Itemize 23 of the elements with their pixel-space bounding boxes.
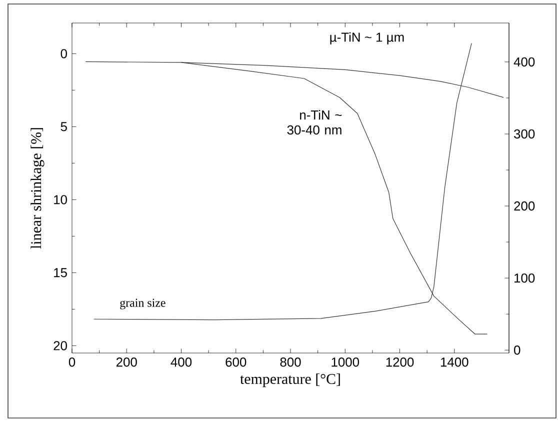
x-tick-label: 0 <box>68 358 76 367</box>
x-tick-label: 1200 <box>386 358 414 367</box>
x-axis-title: temperature [°C] <box>240 374 340 388</box>
x-tick-label: 1000 <box>332 358 360 367</box>
y2-tick-label: 200 <box>514 201 535 211</box>
x-tick-label: 1400 <box>440 358 468 367</box>
y-tick-label: 5 <box>60 122 67 132</box>
y2-tick-label: 400 <box>514 57 535 66</box>
x-tick-label: 400 <box>170 358 192 367</box>
series-label: grain size <box>120 298 166 310</box>
y-tick-label: 15 <box>54 268 67 278</box>
x-tick-label: 800 <box>280 358 301 367</box>
x-tick-label: 600 <box>226 358 246 367</box>
y-tick-label: 10 <box>54 195 67 204</box>
y-tick-label: 0 <box>60 49 67 58</box>
series-label: n-TiN ~ 30-40 nm <box>287 110 342 135</box>
y2-tick-label: 300 <box>514 129 535 139</box>
y-axis-title: linear shrinkage [%] <box>30 128 44 249</box>
y-tick-label: 20 <box>54 341 67 350</box>
y2-tick-label: 100 <box>514 273 535 283</box>
x-tick-label: 200 <box>116 358 137 367</box>
y2-tick-label: 0 <box>514 346 520 355</box>
series-label: µ-TiN ~ 1 µm <box>330 32 404 44</box>
